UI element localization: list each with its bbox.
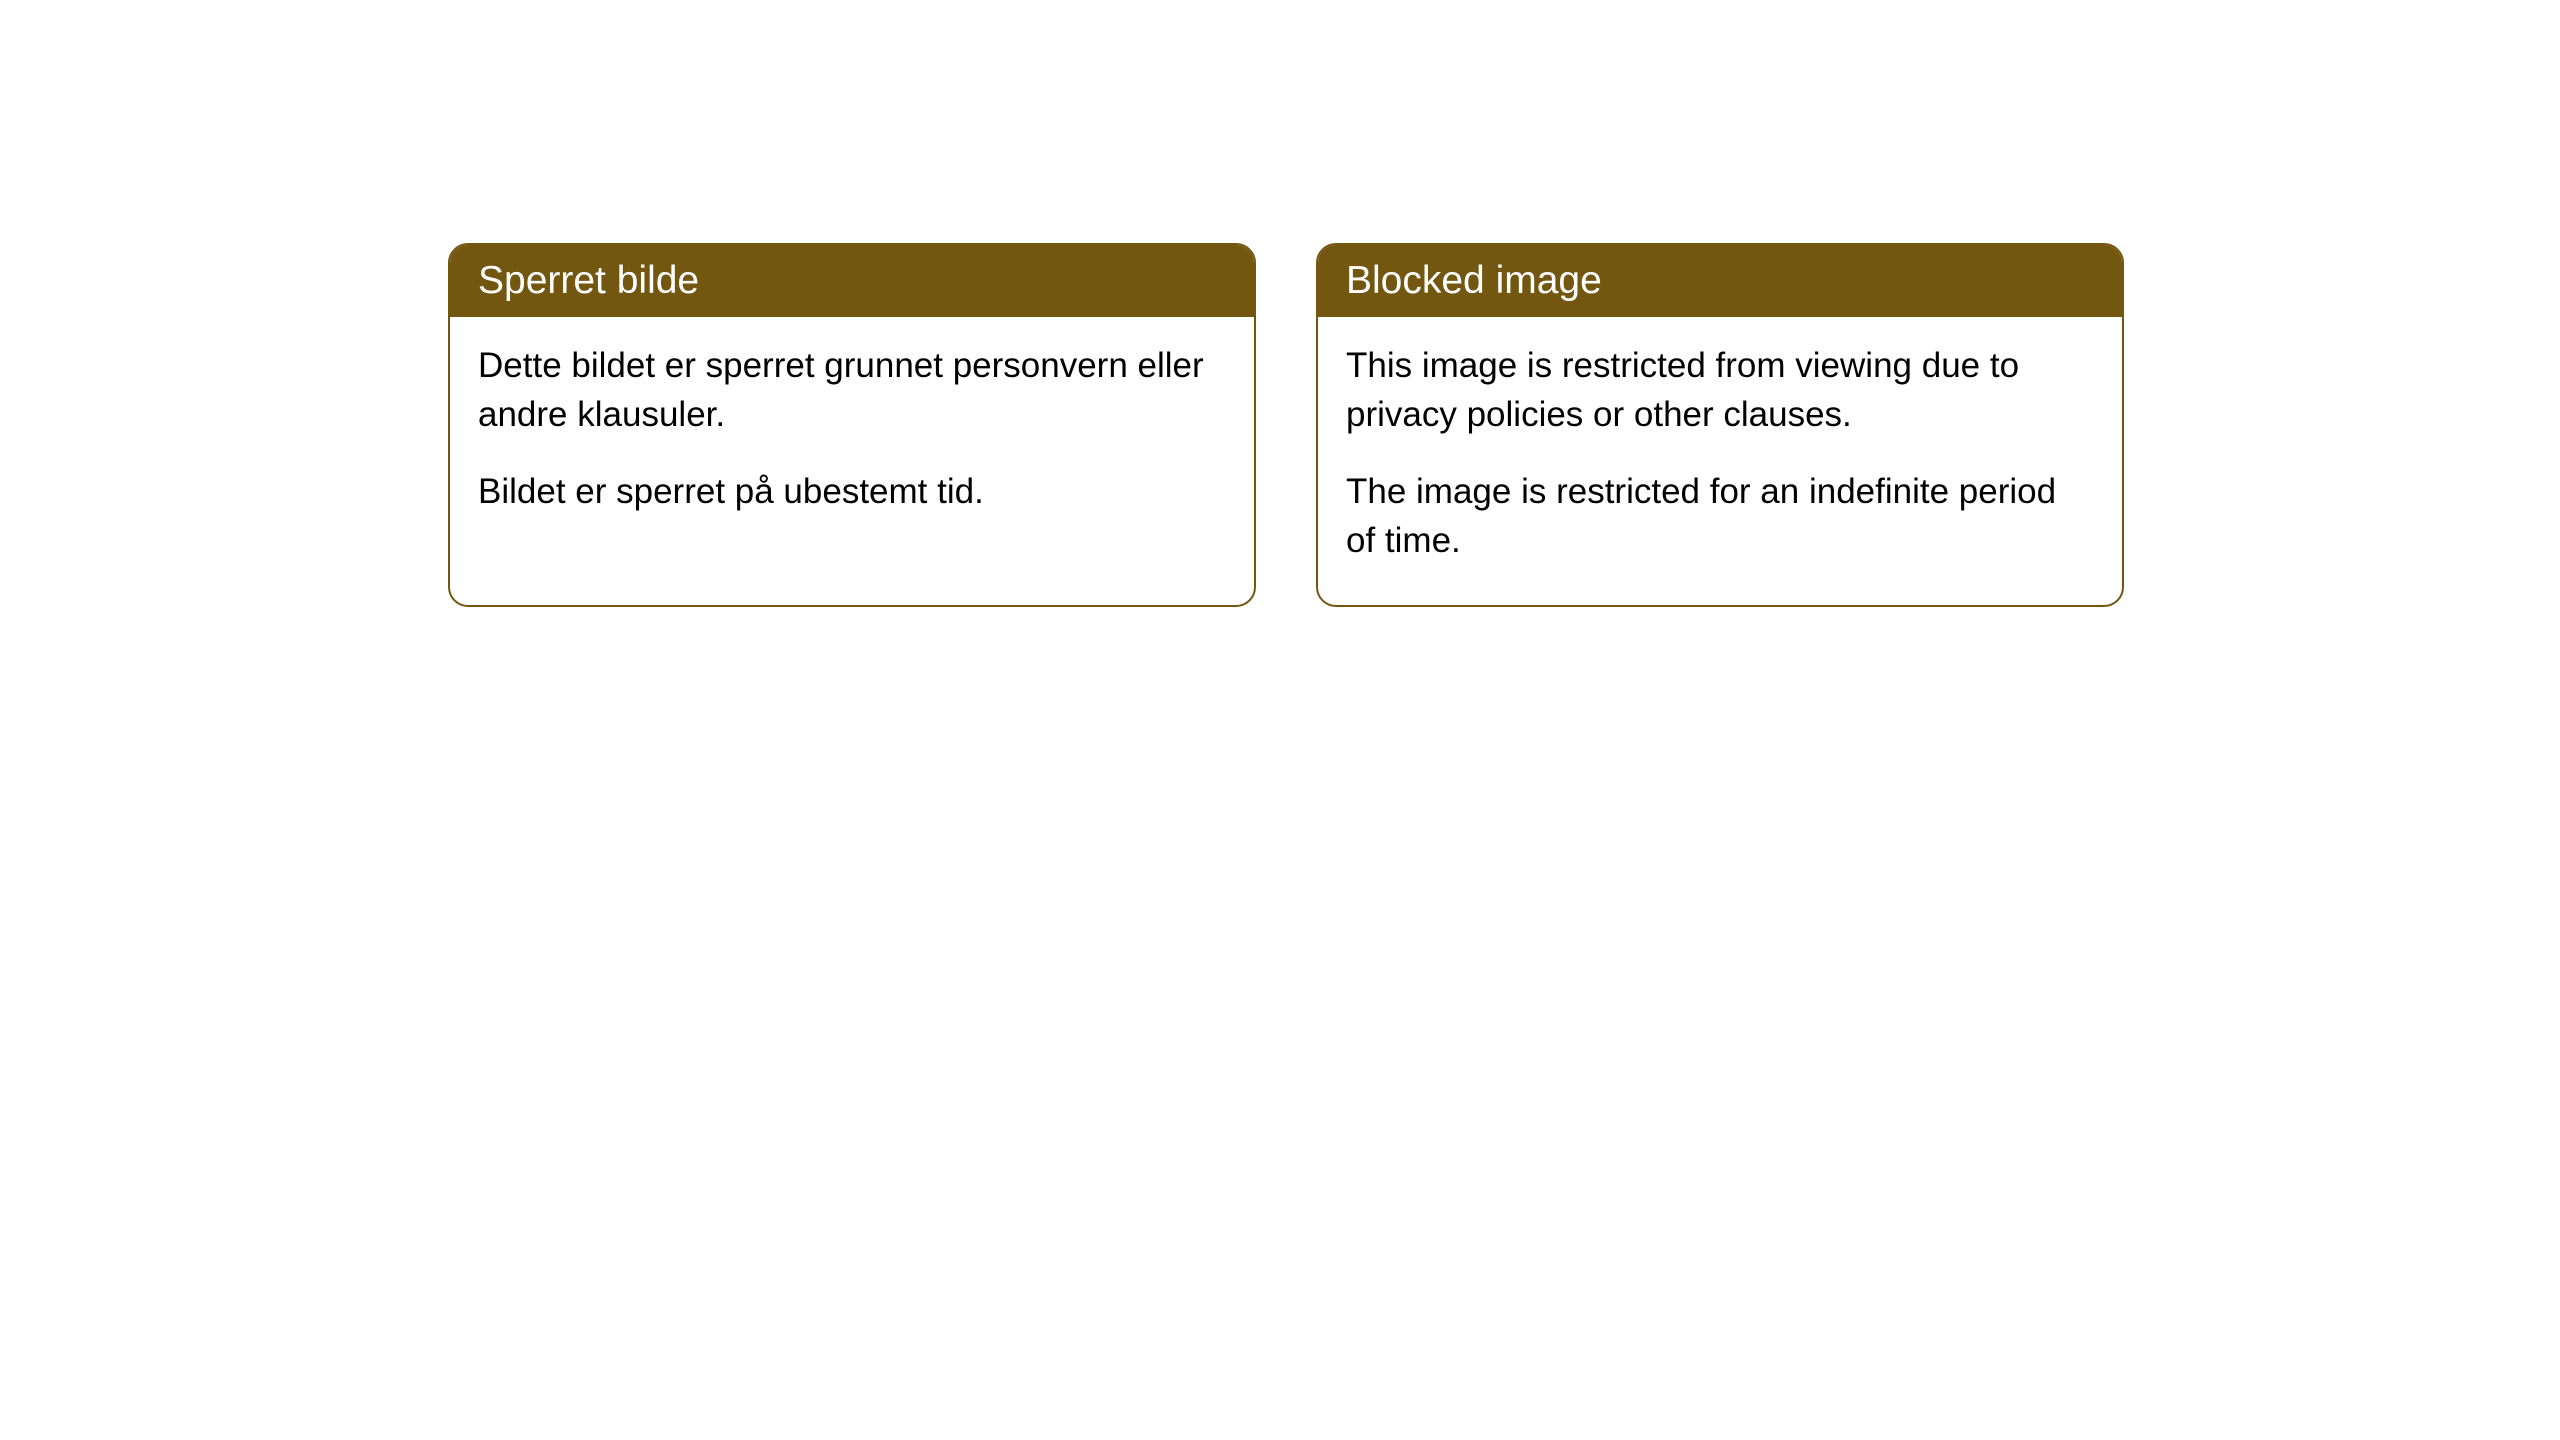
card-header-no: Sperret bilde [450,245,1254,317]
card-title-en: Blocked image [1346,259,1602,302]
card-header-en: Blocked image [1318,245,2122,317]
card-paragraph-2-en: The image is restricted for an indefinit… [1346,467,2094,565]
card-paragraph-1-no: Dette bildet er sperret grunnet personve… [478,341,1226,439]
cards-container: Sperret bilde Dette bildet er sperret gr… [0,0,2560,607]
blocked-image-card-en: Blocked image This image is restricted f… [1316,243,2124,607]
card-body-no: Dette bildet er sperret grunnet personve… [450,317,1254,556]
card-paragraph-2-no: Bildet er sperret på ubestemt tid. [478,467,1226,516]
card-body-en: This image is restricted from viewing du… [1318,317,2122,605]
card-paragraph-1-en: This image is restricted from viewing du… [1346,341,2094,439]
card-title-no: Sperret bilde [478,259,699,302]
blocked-image-card-no: Sperret bilde Dette bildet er sperret gr… [448,243,1256,607]
